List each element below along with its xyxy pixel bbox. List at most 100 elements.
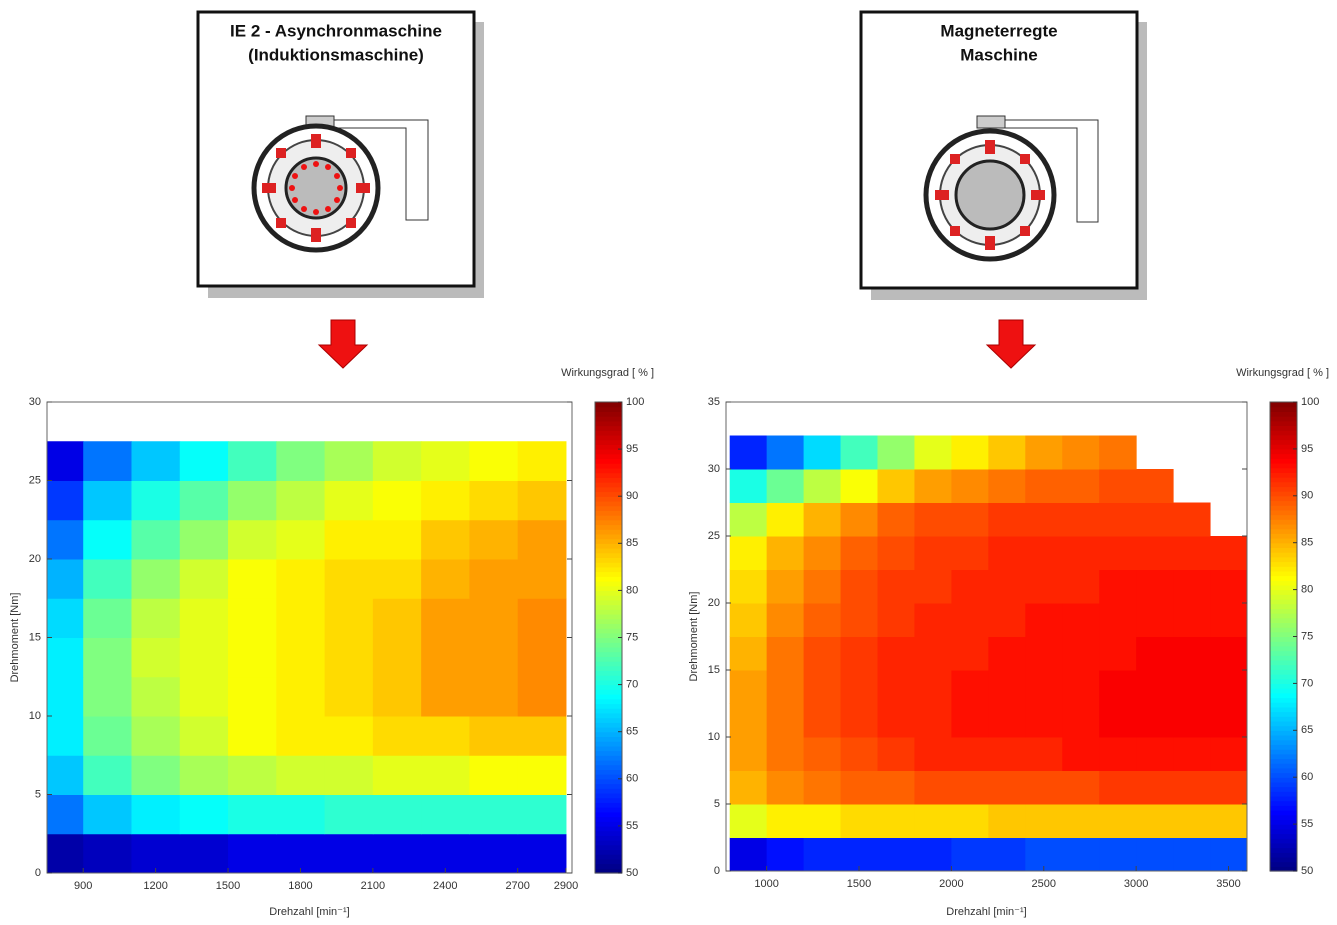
arrow bbox=[985, 319, 1037, 369]
heat-cell bbox=[47, 441, 84, 481]
machine-diagram: IE 2 - Asynchronmaschine (Induktionsmasc… bbox=[196, 10, 484, 298]
heat-cell bbox=[1099, 502, 1137, 537]
colorbar-segment bbox=[595, 642, 622, 648]
colorbar-segment bbox=[1270, 702, 1297, 708]
heat-cell bbox=[47, 833, 84, 874]
y-tick-label: 20 bbox=[708, 597, 720, 609]
heat-cell bbox=[179, 480, 229, 521]
heat-cell bbox=[877, 502, 915, 537]
colorbar-segment bbox=[595, 538, 622, 544]
colorbar-segment bbox=[595, 500, 622, 507]
colorbar-segment bbox=[1270, 772, 1297, 778]
heat-cell bbox=[766, 837, 805, 872]
colorbar-segment bbox=[595, 712, 622, 719]
colorbar-segment bbox=[1270, 528, 1297, 534]
colorbar-segment bbox=[1270, 636, 1297, 642]
diagram-title: (Induktionsmaschine) bbox=[248, 45, 424, 64]
colorbar-segment bbox=[595, 708, 622, 714]
heat-cell bbox=[47, 519, 84, 560]
heat-cell bbox=[517, 480, 567, 521]
heat-cell bbox=[951, 737, 989, 771]
colorbar-segment bbox=[595, 637, 622, 643]
colorbar-segment bbox=[1270, 411, 1297, 417]
colorbar-segment bbox=[1270, 477, 1297, 483]
heat-cell bbox=[988, 837, 1026, 872]
heat-cell bbox=[228, 716, 277, 756]
colorbar-segment bbox=[1270, 856, 1297, 863]
heat-cell bbox=[1173, 502, 1211, 537]
colorbar-segment bbox=[1270, 824, 1297, 830]
colorbar-segment bbox=[1270, 819, 1297, 825]
colorbar-segment bbox=[595, 482, 622, 488]
y-tick-label: 30 bbox=[29, 396, 41, 408]
heat-cell bbox=[1025, 603, 1063, 637]
colorbar-segment bbox=[1270, 552, 1297, 558]
x-tick-label: 2400 bbox=[433, 880, 457, 892]
colorbar-tick-label: 95 bbox=[1301, 443, 1313, 455]
heat-cell bbox=[179, 441, 229, 481]
heat-cell bbox=[803, 469, 842, 503]
colorbar-tick-label: 50 bbox=[626, 867, 638, 879]
heat-cell bbox=[228, 559, 277, 599]
colorbar-segment bbox=[595, 562, 622, 568]
heat-cell bbox=[1099, 603, 1137, 637]
colorbar-tick-label: 65 bbox=[626, 726, 638, 738]
heat-cell bbox=[131, 716, 181, 756]
colorbar-segment bbox=[595, 807, 622, 813]
heat-cell bbox=[131, 519, 181, 560]
heat-cell bbox=[1210, 737, 1248, 771]
heat-cell bbox=[729, 569, 768, 604]
colorbar-segment bbox=[1270, 814, 1297, 821]
heat-cell bbox=[840, 603, 878, 637]
heat-cell bbox=[131, 441, 181, 481]
heat-cell bbox=[469, 559, 519, 599]
colorbar-segment bbox=[595, 505, 622, 511]
heat-cell bbox=[803, 536, 842, 570]
heat-cell bbox=[914, 469, 952, 503]
heat-cell bbox=[729, 670, 768, 704]
colorbar-segment bbox=[595, 632, 622, 639]
heat-cell bbox=[131, 833, 181, 874]
heat-cell bbox=[877, 603, 915, 637]
colorbar-segment bbox=[595, 496, 622, 502]
heat-cell bbox=[83, 637, 132, 678]
colorbar-segment bbox=[595, 769, 622, 775]
heat-cell bbox=[324, 519, 374, 560]
y-tick-label: 10 bbox=[708, 731, 720, 743]
colorbar-segment bbox=[595, 840, 622, 846]
heat-cell bbox=[47, 598, 84, 638]
colorbar-segment bbox=[595, 731, 622, 738]
heat-cell bbox=[1025, 837, 1063, 872]
colorbar-segment bbox=[1270, 786, 1297, 792]
colorbar-segment bbox=[1270, 402, 1297, 408]
heat-cell bbox=[324, 833, 374, 874]
heat-cell bbox=[729, 603, 768, 637]
heat-cell bbox=[803, 603, 842, 637]
heat-cell bbox=[803, 670, 842, 704]
colorbar-segment bbox=[1270, 678, 1297, 684]
heat-cell bbox=[1099, 770, 1137, 805]
y-tick-label: 35 bbox=[708, 396, 720, 408]
heat-cell bbox=[228, 480, 277, 521]
heat-cell bbox=[47, 794, 84, 835]
colorbar-segment bbox=[1270, 584, 1297, 591]
colorbar-segment bbox=[595, 571, 622, 577]
colorbar-segment bbox=[595, 472, 622, 478]
colorbar-segment bbox=[595, 548, 622, 554]
heat-cell bbox=[914, 770, 952, 805]
colorbar-segment bbox=[595, 684, 622, 690]
colorbar-segment bbox=[595, 439, 622, 445]
x-tick-label: 2100 bbox=[361, 880, 385, 892]
diagram-title: Maschine bbox=[960, 45, 1037, 64]
colorbar-segment bbox=[1270, 810, 1297, 816]
heat-cell bbox=[729, 536, 768, 570]
heat-cell bbox=[1136, 569, 1174, 604]
heat-cell bbox=[766, 670, 805, 704]
colorbar-segment bbox=[1270, 828, 1297, 835]
heat-cell bbox=[1062, 603, 1100, 637]
heat-cell bbox=[421, 716, 470, 756]
colorbar-segment bbox=[595, 566, 622, 573]
heat-cell bbox=[840, 837, 878, 872]
colorbar-segment bbox=[1270, 758, 1297, 764]
